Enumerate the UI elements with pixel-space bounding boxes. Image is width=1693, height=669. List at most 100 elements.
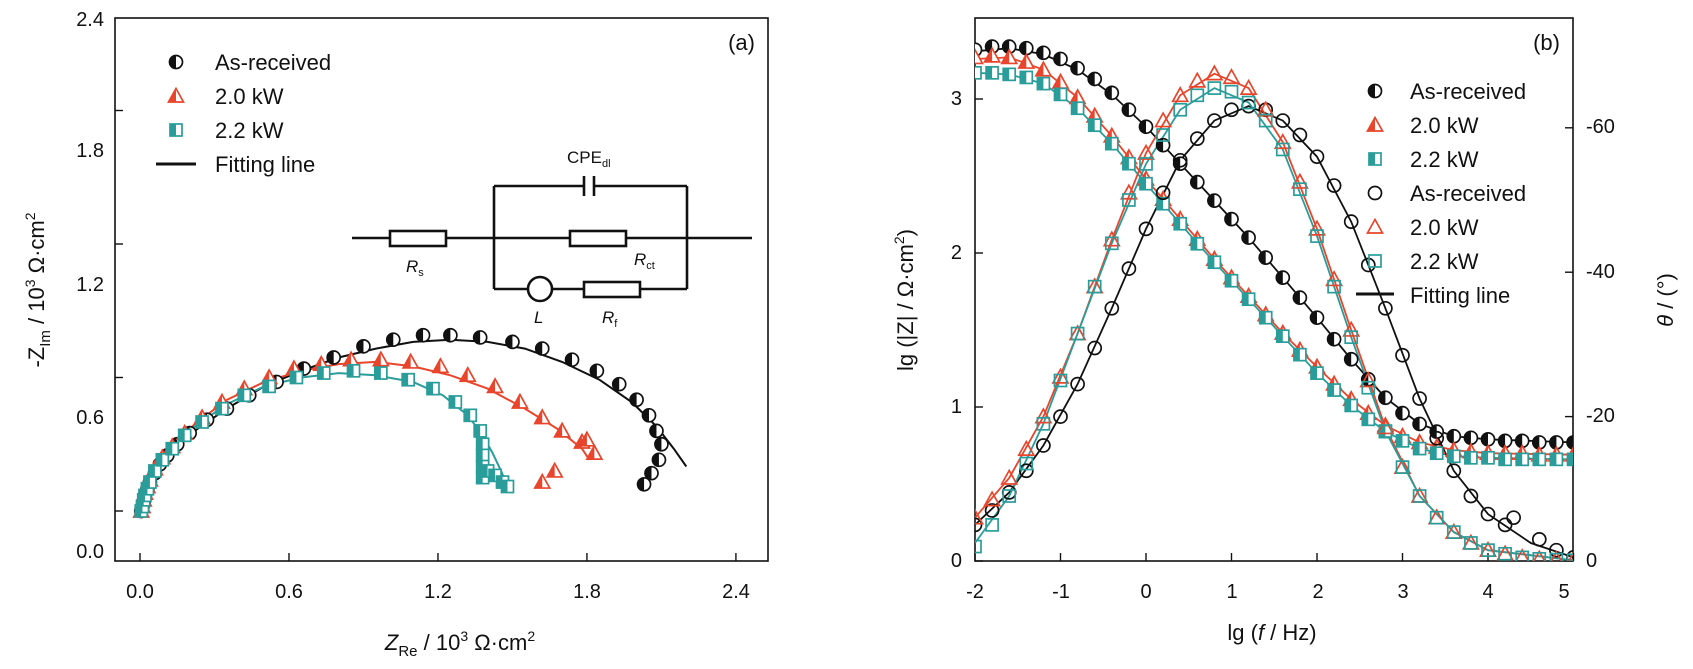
panel-a-y-axis-label: -ZIm / 103 Ω·cm2 bbox=[22, 212, 54, 367]
data-point-kw22 bbox=[473, 424, 488, 438]
data-point-kw22 bbox=[143, 475, 157, 489]
resistor-rct bbox=[568, 229, 628, 248]
phase-point-as_received bbox=[1138, 221, 1154, 237]
modulus-point-kw20 bbox=[983, 46, 1002, 63]
panel-b-y-tick: 1 bbox=[951, 396, 962, 418]
modulus-point-kw22 bbox=[1173, 216, 1188, 231]
modulus-point-as_received bbox=[1258, 250, 1274, 265]
data-point-kw20 bbox=[585, 443, 604, 460]
modulus-point-as_received bbox=[1189, 174, 1205, 190]
panel-b-x-tick: 2 bbox=[1312, 581, 1323, 603]
legend-label-fitting-line: Fitting line bbox=[215, 152, 315, 177]
data-point-kw22 bbox=[195, 415, 209, 429]
modulus-point-kw22 bbox=[1070, 101, 1085, 116]
phase-point-as_received bbox=[1292, 127, 1308, 143]
phase-point-as_received bbox=[1104, 300, 1120, 316]
data-point-kw22 bbox=[215, 401, 229, 416]
legend-symbol bbox=[1366, 115, 1384, 132]
data-point-kw22 bbox=[426, 381, 440, 396]
legend-symbol bbox=[1368, 152, 1382, 166]
phase-point-kw20 bbox=[1532, 549, 1546, 561]
phase-point-as_received bbox=[1463, 488, 1479, 504]
modulus-point-as_received bbox=[1531, 435, 1547, 450]
data-point-kw20 bbox=[553, 421, 572, 438]
modulus-fit-kw22 bbox=[975, 71, 1573, 461]
panel-b-legend: As-received 2.0 kW 2.2 kW As-received 2.… bbox=[1356, 79, 1526, 308]
modulus-point-as_received bbox=[1241, 230, 1256, 245]
phase-point-as_received bbox=[1172, 152, 1188, 168]
legend-symbol bbox=[1366, 217, 1384, 234]
modulus-point-as_received bbox=[1224, 211, 1239, 227]
data-point-as_received bbox=[356, 339, 371, 354]
panel-a-y-tick: 1.2 bbox=[76, 274, 104, 296]
legend-marker-as-received bbox=[168, 54, 184, 70]
phase-point-kw22 bbox=[1053, 373, 1068, 388]
data-point-kw20 bbox=[371, 350, 390, 367]
data-point-as_received bbox=[589, 363, 605, 379]
panel-a-y-tick: 0.0 bbox=[76, 541, 104, 563]
phase-point-kw22 bbox=[1412, 489, 1427, 503]
data-point-as_received bbox=[443, 327, 458, 343]
panel-a-nyquist: 0.0 0.6 1.2 1.8 2.4 0.0 0.6 1.2 1.8 2.4 … bbox=[22, 9, 769, 660]
data-point-as_received bbox=[636, 476, 652, 492]
panel-b-y2-axis-label: θ / (°) bbox=[1653, 273, 1678, 327]
panel-b-x-tick: -2 bbox=[966, 581, 984, 603]
panel-b-y-tick: 3 bbox=[951, 88, 962, 110]
modulus-point-as_received bbox=[1463, 430, 1479, 446]
panel-a-frame bbox=[114, 17, 769, 562]
phase-point-kw22 bbox=[1395, 460, 1410, 474]
circuit-label-rf: Rf bbox=[602, 308, 618, 330]
data-point-as_received bbox=[649, 423, 664, 439]
phase-point-kw22 bbox=[1019, 456, 1034, 471]
modulus-point-kw22 bbox=[1327, 383, 1341, 397]
phase-point-kw20 bbox=[1154, 111, 1173, 128]
phase-point-kw20 bbox=[1239, 78, 1258, 95]
phase-point-kw22 bbox=[1429, 510, 1444, 525]
panel-b-x-tick: 5 bbox=[1558, 581, 1569, 603]
modulus-point-kw22 bbox=[1224, 273, 1239, 288]
phase-point-kw22 bbox=[1190, 88, 1205, 103]
modulus-point-kw22 bbox=[1036, 76, 1051, 91]
data-point-kw22 bbox=[155, 452, 170, 467]
panel-b-x-tick: 1 bbox=[1226, 581, 1237, 603]
phase-point-kw22 bbox=[1173, 102, 1188, 117]
phase-point-as_received bbox=[1326, 178, 1342, 193]
equivalent-circuit: CPEdl Rs Rct L Rf bbox=[352, 148, 752, 330]
phase-point-kw22 bbox=[1002, 489, 1017, 503]
phase-point-as_received bbox=[1531, 531, 1547, 547]
phase-point-kw22 bbox=[1344, 330, 1359, 345]
phase-point-kw20 bbox=[975, 508, 984, 525]
modulus-point-kw22 bbox=[975, 65, 982, 80]
phase-point-kw20 bbox=[1376, 418, 1395, 435]
phase-point-kw20 bbox=[1342, 320, 1361, 337]
phase-point-kw22 bbox=[985, 518, 999, 532]
phase-point-as_received bbox=[1087, 340, 1103, 356]
phase-point-as_received bbox=[975, 517, 983, 533]
legend-marker-as-received-modulus bbox=[1367, 83, 1383, 99]
panel-b-ticks bbox=[974, 98, 1575, 562]
circuit-label-l: L bbox=[534, 308, 543, 327]
phase-point-kw20 bbox=[1205, 64, 1224, 81]
panel-a-x-tick: 0.0 bbox=[126, 581, 154, 603]
modulus-point-kw22 bbox=[1566, 452, 1573, 467]
data-point-kw20 bbox=[486, 377, 505, 394]
modulus-point-as_received bbox=[1378, 390, 1393, 406]
resistor-rf bbox=[582, 280, 642, 299]
phase-point-as_received bbox=[1446, 463, 1462, 479]
data-point-kw22 bbox=[148, 464, 162, 478]
panel-a-data-points bbox=[132, 327, 669, 519]
phase-point-kw22 bbox=[1087, 279, 1102, 294]
phase-point-kw22 bbox=[1122, 193, 1136, 207]
circuit-label-rs: Rs bbox=[406, 257, 424, 279]
phase-point-as_received bbox=[1412, 391, 1427, 406]
phase-point-as_received bbox=[1343, 214, 1359, 230]
modulus-point-kw22 bbox=[985, 65, 999, 80]
modulus-point-as_received bbox=[1395, 405, 1410, 421]
phase-point-as_received bbox=[1036, 438, 1051, 453]
modulus-point-kw20 bbox=[1034, 60, 1053, 77]
modulus-point-kw20 bbox=[975, 48, 984, 65]
phase-point-kw22 bbox=[1566, 553, 1573, 561]
phase-point-kw22 bbox=[1464, 536, 1478, 550]
data-point-as_received bbox=[472, 330, 488, 345]
phase-fit-as_received bbox=[975, 105, 1573, 559]
